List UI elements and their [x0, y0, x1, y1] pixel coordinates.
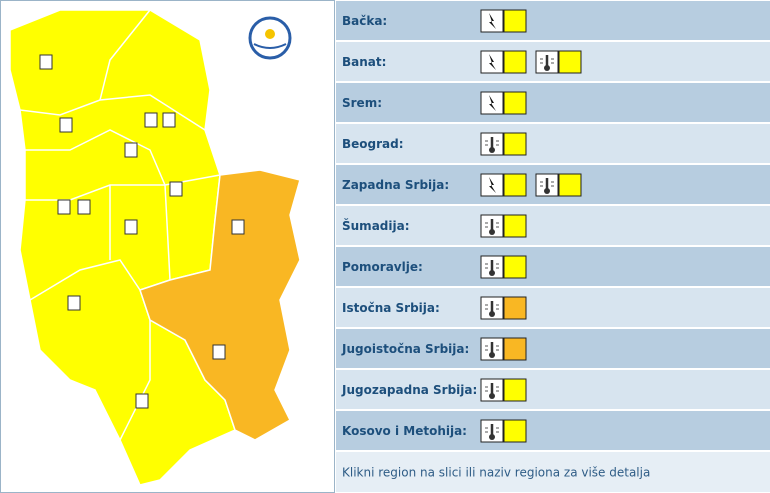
region-name[interactable]: Istočna Srbija: — [342, 301, 440, 315]
warning-level — [503, 132, 527, 156]
footer-text: Klikni region na slici ili naziv regiona… — [342, 466, 650, 480]
map-icons — [39, 54, 245, 409]
heat-rays — [485, 222, 499, 228]
region-row[interactable]: Bačka: — [336, 1, 770, 40]
region-name[interactable]: Kosovo i Metohija: — [342, 424, 467, 438]
heat-rays — [485, 386, 499, 392]
warning-level — [503, 91, 527, 115]
row-background — [336, 206, 770, 245]
heat-rays — [540, 181, 554, 187]
row-background — [336, 124, 770, 163]
thermometer-bulb — [544, 188, 550, 194]
region-row[interactable]: Šumadija: — [336, 206, 770, 245]
warning-level — [503, 296, 527, 320]
footer-background — [336, 452, 770, 492]
lightning-symbol — [489, 95, 496, 111]
warning-level — [558, 173, 582, 197]
thermometer-bulb — [489, 434, 495, 440]
region-row[interactable]: Jugozapadna Srbija: — [336, 370, 770, 409]
warning-level — [503, 337, 527, 361]
logo — [248, 16, 292, 60]
row-background — [336, 1, 770, 40]
region-row[interactable]: Pomoravlje: — [336, 247, 770, 286]
region-name[interactable]: Zapadna Srbija: — [342, 178, 449, 192]
region-row[interactable]: Banat: — [336, 42, 770, 81]
heat-rays — [485, 263, 499, 269]
heat-rays — [485, 345, 499, 351]
region-name[interactable]: Jugozapadna Srbija: — [341, 383, 477, 397]
region-name[interactable]: Jugoistočna Srbija: — [341, 342, 469, 356]
row-background — [336, 247, 770, 286]
thermometer-bulb — [489, 147, 495, 153]
thermometer-bulb — [489, 229, 495, 235]
warning-level — [503, 419, 527, 443]
heat-rays — [485, 140, 499, 146]
warning-level — [503, 173, 527, 197]
region-table: Bačka: Banat: Srem: Beograd: Zapadna Srbija:… — [336, 1, 770, 492]
thermometer-bulb — [489, 393, 495, 399]
heat-rays — [485, 304, 499, 310]
row-background — [336, 83, 770, 122]
region-row[interactable]: Beograd: — [336, 124, 770, 163]
row-background — [336, 288, 770, 327]
region-name[interactable]: Beograd: — [342, 137, 404, 151]
warning-level — [503, 214, 527, 238]
region-name[interactable]: Pomoravlje: — [342, 260, 423, 274]
region-name[interactable]: Banat: — [342, 55, 386, 69]
map-region-orange[interactable] — [139, 169, 301, 441]
lightning-symbol — [489, 13, 496, 29]
warning-level — [503, 50, 527, 74]
heat-rays — [540, 58, 554, 64]
heat-rays — [485, 427, 499, 433]
lightning-symbol — [489, 54, 496, 70]
warning-level — [503, 255, 527, 279]
warning-level — [558, 50, 582, 74]
region-row[interactable]: Kosovo i Metohija: — [336, 411, 770, 450]
thermometer-bulb — [489, 311, 495, 317]
thermometer-bulb — [489, 270, 495, 276]
region-name[interactable]: Srem: — [342, 96, 382, 110]
warning-level — [503, 9, 527, 33]
region-row[interactable]: Istočna Srbija: — [336, 288, 770, 327]
row-background — [336, 329, 770, 368]
region-row[interactable]: Jugoistočna Srbija: — [336, 329, 770, 368]
thermometer-bulb — [544, 65, 550, 71]
warning-level — [503, 378, 527, 402]
region-row[interactable]: Zapadna Srbija: — [336, 165, 770, 204]
thermometer-bulb — [489, 352, 495, 358]
row-background — [336, 411, 770, 450]
region-name[interactable]: Bačka: — [342, 14, 387, 28]
region-row[interactable]: Srem: — [336, 83, 770, 122]
lightning-symbol — [489, 177, 496, 193]
row-background — [336, 370, 770, 409]
region-name[interactable]: Šumadija: — [342, 218, 410, 233]
